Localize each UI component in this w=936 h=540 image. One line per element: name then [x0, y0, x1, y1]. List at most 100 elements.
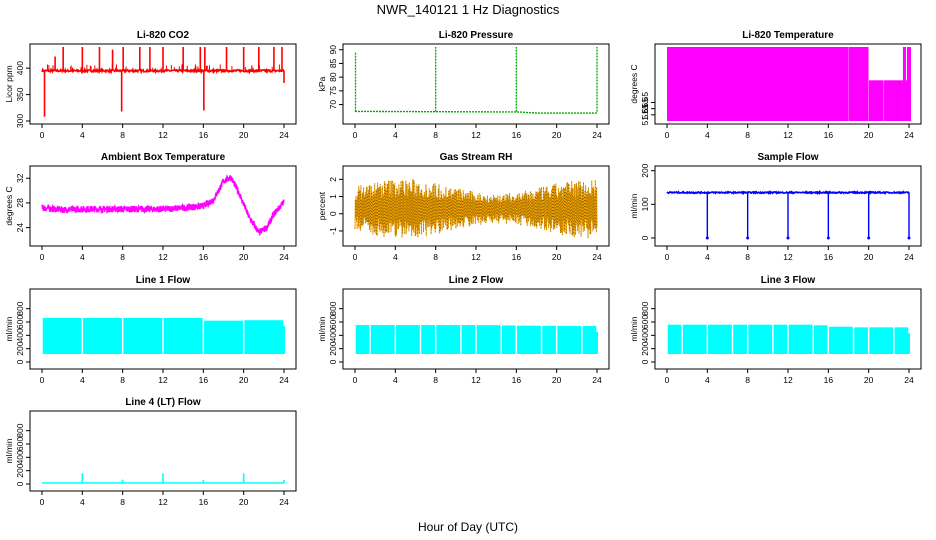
x-tick-label: 4	[705, 252, 710, 262]
x-tick-label: 0	[665, 375, 670, 385]
panel-5: Sample Flow 0 4 8 12 16 20 24 0 100 200 ml/min	[629, 152, 922, 262]
x-tick-label: 20	[239, 130, 249, 140]
band-fill	[83, 318, 122, 354]
x-tick-label: 12	[783, 130, 793, 140]
x-tick-label: 16	[512, 252, 522, 262]
dip-point	[907, 236, 911, 240]
y-tick-label: 0	[15, 481, 25, 486]
y-tick-label: 90	[328, 45, 338, 55]
x-tick-label: 12	[471, 375, 481, 385]
x-tick-label: 8	[745, 252, 750, 262]
band-fill	[461, 325, 476, 354]
y-tick-label: 400	[15, 328, 25, 342]
x-tick-label: 0	[353, 130, 358, 140]
x-tick-label: 12	[783, 252, 793, 262]
y-axis-label: ml/min	[629, 316, 639, 341]
panel-title: Line 1 Flow	[136, 275, 191, 286]
y-axis-label: ml/min	[629, 193, 639, 218]
y-tick-label: 75	[328, 86, 338, 96]
x-tick-label: 4	[705, 130, 710, 140]
x-tick-label: 20	[239, 497, 249, 507]
x-tick-label: 4	[80, 130, 85, 140]
y-axis-label: ml/min	[317, 316, 327, 341]
dip-point	[826, 236, 830, 240]
y-tick-label: 51.65	[640, 98, 650, 120]
dip-point	[746, 236, 750, 240]
x-tick-label: 8	[120, 375, 125, 385]
x-tick-label: 0	[665, 130, 670, 140]
data-layer	[667, 47, 912, 121]
data-layer	[354, 179, 598, 239]
band-fill	[682, 324, 707, 354]
figure-title: NWR_140121 1 Hz Diagnostics	[377, 2, 560, 17]
band-fill	[667, 47, 869, 121]
x-tick-label: 16	[199, 130, 209, 140]
x-tick-label: 12	[158, 375, 168, 385]
y-axis-label: percent	[317, 191, 327, 220]
band-fill	[517, 325, 541, 354]
data-layer	[41, 174, 285, 237]
series-line	[354, 179, 598, 239]
series-line	[354, 110, 597, 114]
x-tick-label: 0	[40, 497, 45, 507]
band-fill	[829, 326, 853, 354]
x-tick-label: 8	[120, 497, 125, 507]
y-tick-label: 800	[15, 301, 25, 315]
x-tick-label: 0	[665, 252, 670, 262]
x-tick-label: 12	[158, 130, 168, 140]
x-tick-label: 4	[80, 375, 85, 385]
y-axis-label: degrees C	[4, 186, 14, 225]
x-tick-label: 12	[158, 252, 168, 262]
data-layer	[666, 189, 911, 240]
x-tick-label: 8	[120, 252, 125, 262]
y-tick-label: 70	[328, 100, 338, 110]
panel-6: Line 1 Flow 0 4 8 12 16 20 24 0 200400600800ml/mi…	[4, 275, 297, 385]
band-fill	[501, 325, 516, 354]
x-tick-label: 8	[745, 130, 750, 140]
y-axis-label: degrees C	[629, 64, 639, 103]
x-tick-label: 16	[199, 497, 209, 507]
panel-title: Line 2 Flow	[449, 275, 504, 286]
band-fill	[123, 318, 163, 354]
x-tick-label: 16	[199, 252, 209, 262]
series-line	[41, 174, 285, 237]
band-fill	[244, 320, 284, 354]
panel-title: Gas Stream RH	[440, 152, 513, 163]
y-tick-label: 400	[328, 328, 338, 342]
band-fill	[582, 325, 597, 354]
panel-1: Li-820 Pressure 0 4 8 12 16 20 24 70 75 80 85 90 kPa	[317, 30, 610, 140]
panel-7: Line 2 Flow 0 4 8 12 16 20 24 0 200400600800ml/mi…	[317, 275, 610, 385]
y-tick-label: 200	[640, 341, 650, 355]
x-tick-label: 16	[512, 130, 522, 140]
y-tick-label: 200	[15, 463, 25, 477]
y-tick-label: 200	[640, 163, 650, 177]
panel-title: Li-820 Temperature	[742, 30, 834, 41]
y-tick-label: 600	[328, 315, 338, 329]
y-tick-label: 2	[328, 177, 338, 182]
dip-point	[867, 236, 871, 240]
data-layer	[355, 325, 598, 354]
y-tick-label: 0	[640, 235, 650, 240]
x-tick-label: 24	[592, 130, 602, 140]
band-fill	[708, 324, 732, 354]
y-tick-label: 350	[15, 87, 25, 101]
y-tick-label: 51.65	[640, 92, 650, 114]
x-tick-label: 4	[80, 497, 85, 507]
panel-title: Li-820 Pressure	[439, 30, 514, 41]
x-tick-label: 4	[393, 375, 398, 385]
band-fill	[902, 47, 906, 121]
band-fill	[476, 325, 501, 354]
y-tick-label: 600	[640, 315, 650, 329]
y-tick-label: 85	[328, 58, 338, 68]
y-axis-label: ml/min	[4, 316, 14, 341]
x-tick-label: 16	[824, 130, 834, 140]
panel-3: Ambient Box Temperature 0 4 8 12 16 20 24 24 28 32…	[4, 152, 297, 262]
x-tick-label: 20	[552, 130, 562, 140]
band-fill	[204, 320, 243, 354]
y-tick-label: 28	[15, 198, 25, 208]
band-fill	[813, 325, 828, 354]
data-layer	[42, 318, 285, 354]
x-tick-label: 24	[279, 130, 289, 140]
